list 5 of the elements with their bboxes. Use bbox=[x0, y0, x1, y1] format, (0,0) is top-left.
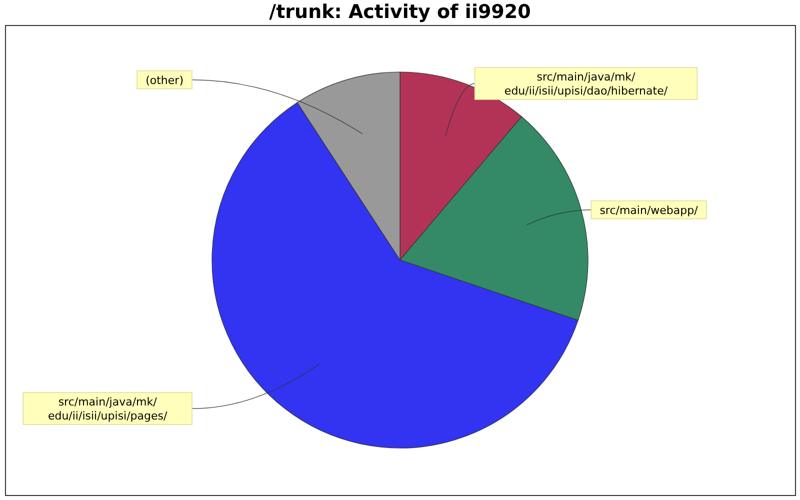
slice-label: src/main/java/mk/edu/ii/isii/upisi/dao/hibernate/ bbox=[504, 70, 668, 98]
slice-label: src/main/java/mk/edu/ii/isii/upisi/pages/ bbox=[48, 396, 168, 423]
chart-title: /trunk: Activity of ii9920 bbox=[268, 1, 532, 23]
slice-label: (other) bbox=[146, 74, 184, 87]
slice-label: src/main/webapp/ bbox=[600, 204, 698, 217]
